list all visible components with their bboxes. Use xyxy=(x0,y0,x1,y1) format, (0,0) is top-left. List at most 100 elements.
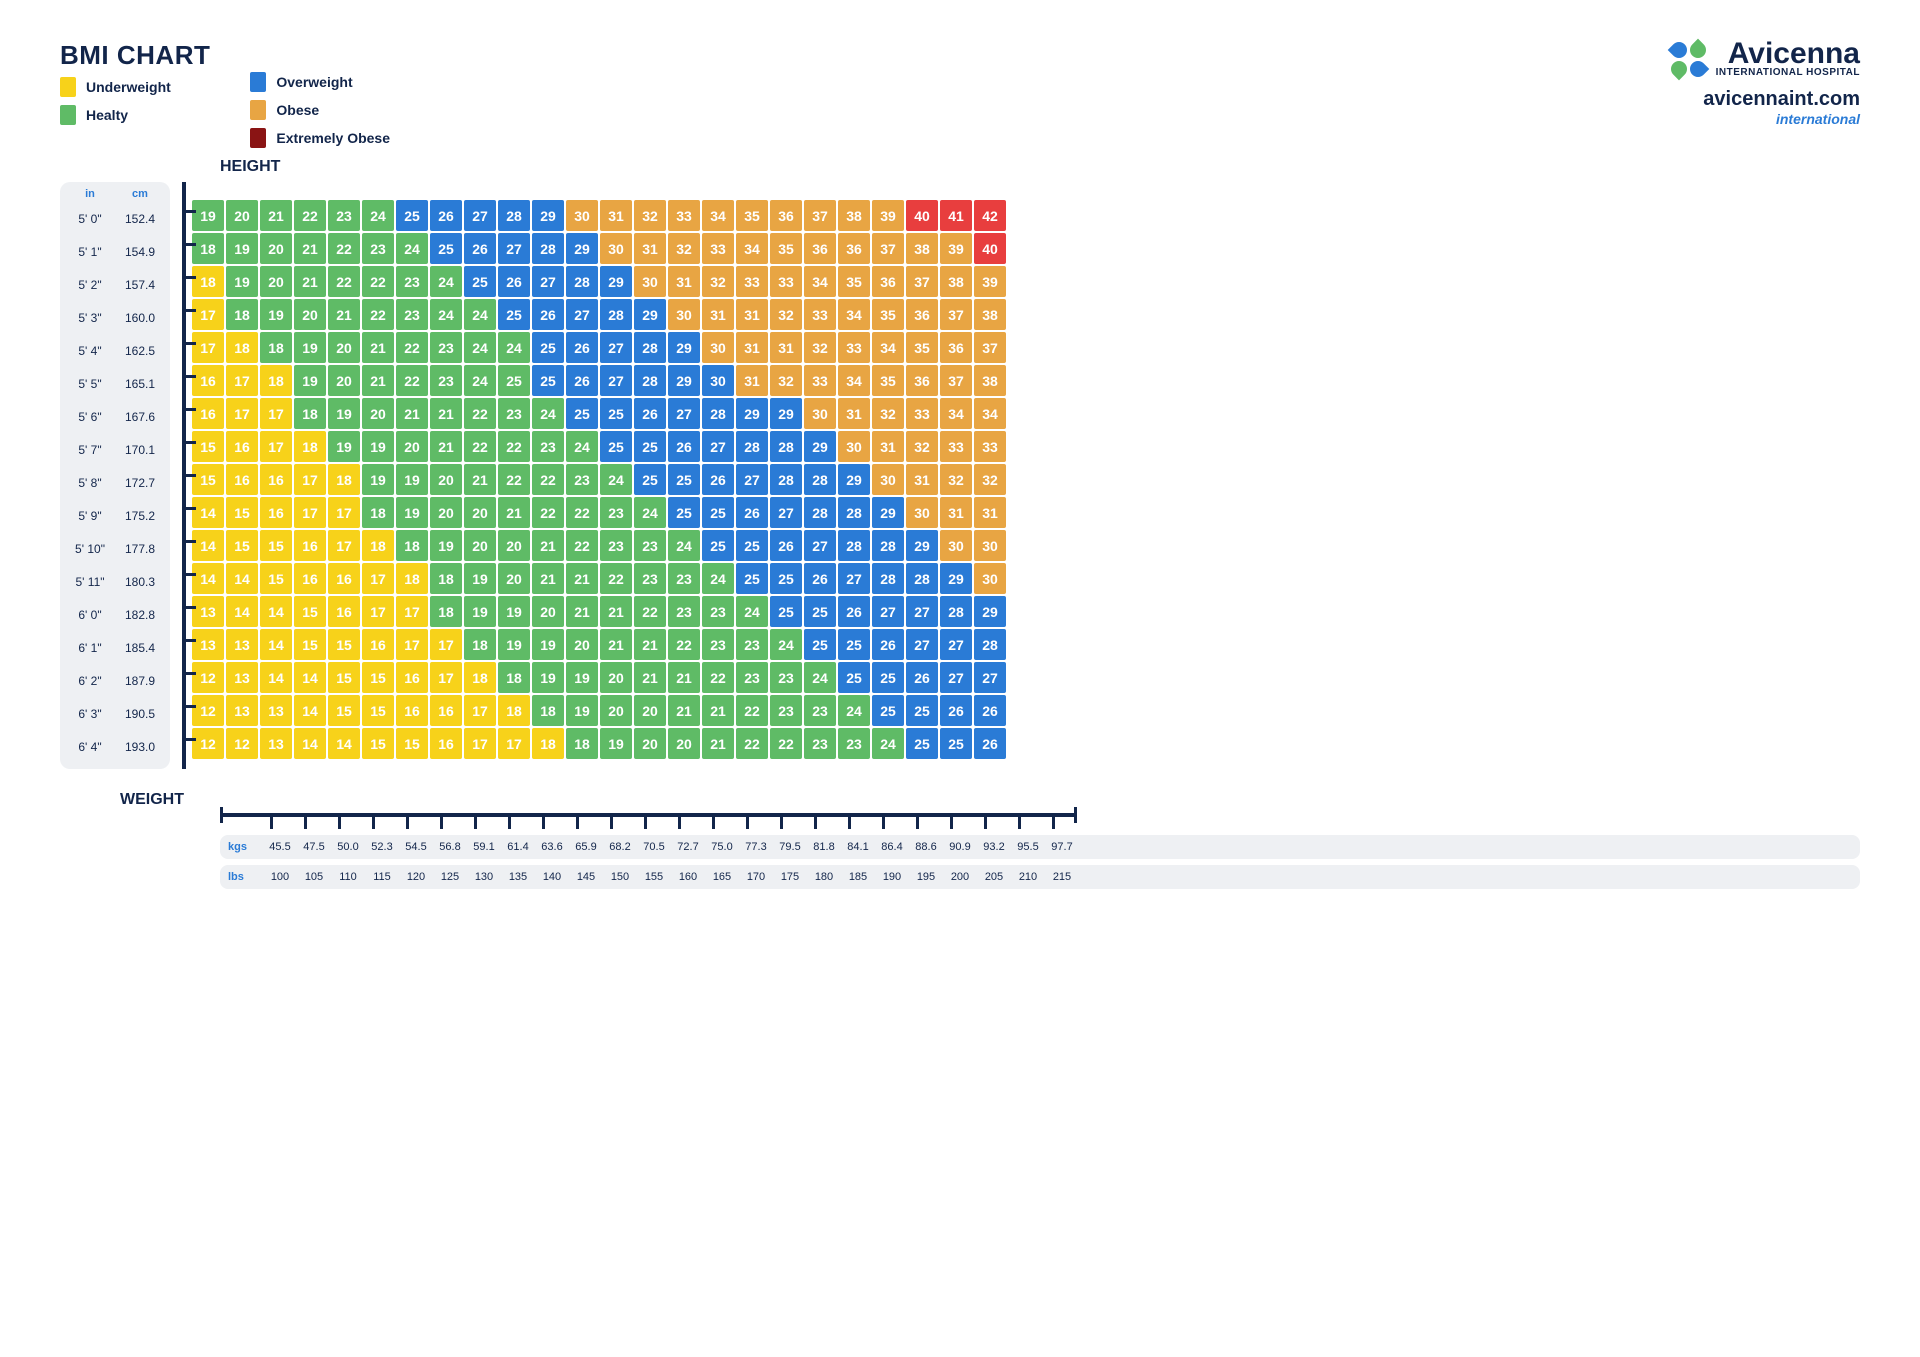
bmi-cell: 23 xyxy=(328,200,360,231)
bmi-cell: 22 xyxy=(702,662,734,693)
legend-obese: Obese xyxy=(250,100,390,120)
bmi-cell: 23 xyxy=(770,662,802,693)
bmi-cell: 15 xyxy=(226,530,258,561)
bmi-row: 1314141516171718191920212122232324252526… xyxy=(192,596,1006,627)
bmi-cell: 22 xyxy=(464,431,496,462)
bmi-cell: 17 xyxy=(226,365,258,396)
bmi-cell: 22 xyxy=(362,266,394,297)
weight-lb: 165 xyxy=(706,871,738,883)
x-tick xyxy=(338,817,341,829)
bmi-cell: 23 xyxy=(600,497,632,528)
bmi-cell: 27 xyxy=(702,431,734,462)
bmi-cell: 23 xyxy=(804,728,836,759)
bmi-cell: 13 xyxy=(226,662,258,693)
bmi-cell: 13 xyxy=(260,695,292,726)
bmi-cell: 19 xyxy=(362,464,394,495)
bmi-cell: 29 xyxy=(736,398,768,429)
bmi-cell: 28 xyxy=(736,431,768,462)
bmi-cell: 14 xyxy=(192,563,224,594)
bmi-cell: 18 xyxy=(464,662,496,693)
weight-kg: 79.5 xyxy=(774,841,806,853)
bmi-cell: 17 xyxy=(464,728,496,759)
bmi-cell: 33 xyxy=(668,200,700,231)
y-tick xyxy=(186,705,196,708)
bmi-cell: 34 xyxy=(940,398,972,429)
bmi-row: 1415151617181819202021222323242525262728… xyxy=(192,530,1006,561)
bmi-cell: 17 xyxy=(328,497,360,528)
height-unit-cm: cm xyxy=(120,188,160,202)
bmi-cell: 23 xyxy=(396,299,428,330)
height-cm: 154.9 xyxy=(120,235,160,268)
height-cm: 167.6 xyxy=(120,400,160,433)
bmi-row: 1313141515161717181919202121222323242525… xyxy=(192,629,1006,660)
bmi-cell: 14 xyxy=(260,629,292,660)
bmi-cell: 24 xyxy=(464,332,496,363)
bmi-cell: 25 xyxy=(566,398,598,429)
brand-url-b: int xyxy=(1789,88,1813,110)
chart-title: BMI CHART xyxy=(60,40,210,71)
swatch-healthy xyxy=(60,105,76,125)
bmi-cell: 21 xyxy=(362,332,394,363)
x-tick xyxy=(508,817,511,829)
bmi-cell: 29 xyxy=(532,200,564,231)
bmi-cell: 21 xyxy=(668,662,700,693)
chart-area: in cm 5' 0"152.45' 1"154.95' 2"157.45' 3… xyxy=(60,182,1860,769)
weight-kg: 63.6 xyxy=(536,841,568,853)
x-tick xyxy=(644,817,647,829)
bmi-cell: 40 xyxy=(974,233,1006,264)
bmi-cell: 21 xyxy=(294,233,326,264)
bmi-cell: 27 xyxy=(600,365,632,396)
bmi-cell: 32 xyxy=(872,398,904,429)
height-axis-column: in cm 5' 0"152.45' 1"154.95' 2"157.45' 3… xyxy=(60,182,170,769)
bmi-cell: 35 xyxy=(872,365,904,396)
legend-col-1: Underweight Healty xyxy=(60,77,210,125)
legend-overweight: Overweight xyxy=(250,72,390,92)
bmi-cell: 27 xyxy=(974,662,1006,693)
bmi-cell: 16 xyxy=(192,398,224,429)
bmi-cell: 38 xyxy=(974,365,1006,396)
bmi-cell: 26 xyxy=(736,497,768,528)
bmi-cell: 33 xyxy=(838,332,870,363)
bmi-cell: 18 xyxy=(226,332,258,363)
bmi-cell: 25 xyxy=(532,365,564,396)
bmi-cell: 25 xyxy=(906,728,938,759)
brand-block: Avicenna INTERNATIONAL HOSPITAL avicenna… xyxy=(1671,40,1860,127)
bmi-cell: 17 xyxy=(362,596,394,627)
bmi-cell: 20 xyxy=(532,596,564,627)
bmi-cell: 18 xyxy=(362,497,394,528)
bmi-cell: 25 xyxy=(464,266,496,297)
bmi-cell: 15 xyxy=(294,596,326,627)
weight-kg: 84.1 xyxy=(842,841,874,853)
bmi-cell: 23 xyxy=(668,596,700,627)
bmi-cell: 17 xyxy=(260,398,292,429)
bmi-cell: 23 xyxy=(396,266,428,297)
bmi-cell: 24 xyxy=(396,233,428,264)
bmi-cell: 22 xyxy=(532,497,564,528)
weight-lb: 195 xyxy=(910,871,942,883)
bmi-cell: 34 xyxy=(872,332,904,363)
bmi-cell: 35 xyxy=(770,233,802,264)
legend-label: Underweight xyxy=(86,79,171,95)
bmi-cell: 24 xyxy=(668,530,700,561)
bmi-cell: 20 xyxy=(260,233,292,264)
bmi-cell: 34 xyxy=(838,299,870,330)
bmi-cell: 22 xyxy=(566,497,598,528)
bmi-cell: 28 xyxy=(532,233,564,264)
bmi-cell: 18 xyxy=(260,332,292,363)
bmi-cell: 27 xyxy=(804,530,836,561)
weight-lb: 115 xyxy=(366,871,398,883)
bmi-cell: 23 xyxy=(668,563,700,594)
bmi-row: 1617181920212223242525262728293031323334… xyxy=(192,365,1006,396)
bmi-cell: 32 xyxy=(940,464,972,495)
weight-kg: 81.8 xyxy=(808,841,840,853)
height-cm: 182.8 xyxy=(120,598,160,631)
bmi-cell: 25 xyxy=(906,695,938,726)
bmi-cell: 21 xyxy=(362,365,394,396)
x-tick xyxy=(916,817,919,829)
bmi-cell: 16 xyxy=(430,695,462,726)
weight-values-lb: 1001051101151201251301351401451501551601… xyxy=(264,871,1078,883)
bmi-cell: 19 xyxy=(328,398,360,429)
height-in: 5' 8" xyxy=(70,466,110,499)
bmi-cell: 39 xyxy=(940,233,972,264)
height-cm: 165.1 xyxy=(120,367,160,400)
